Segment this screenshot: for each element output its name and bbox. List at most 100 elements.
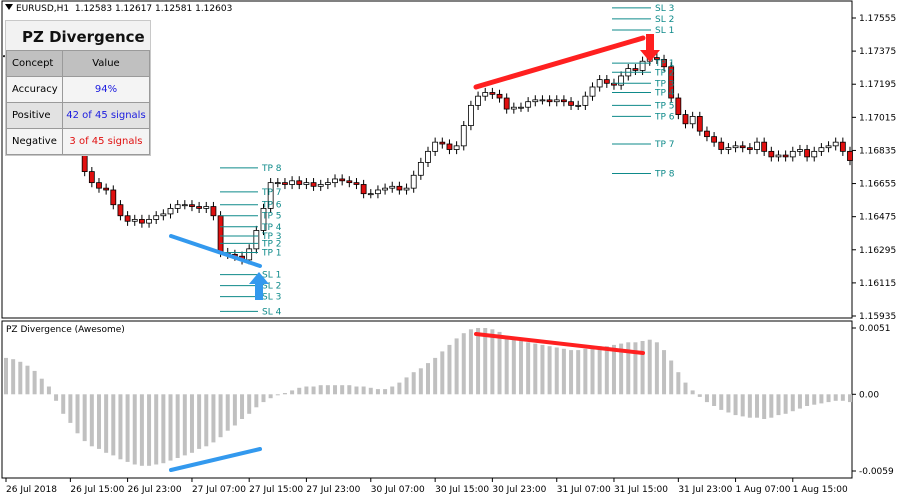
time-axis-label: 26 Jul 15:00 [70, 485, 124, 495]
ao-histogram-bar [147, 394, 152, 466]
bearish-candle [353, 182, 360, 185]
stat-value: 3 of 45 signals [61, 128, 151, 155]
bearish-candle [446, 143, 453, 150]
bullish-candle [639, 60, 646, 71]
bearish-divergence-line [473, 35, 646, 90]
indicator-axis-label: 0.00 [859, 390, 879, 400]
ao-histogram-bar [783, 394, 788, 414]
ao-histogram-bar [740, 394, 745, 417]
bullish-candle [453, 145, 460, 150]
bullish-candle [375, 189, 381, 195]
panel-title: PZ Divergence [22, 28, 145, 46]
ao-histogram-bar [812, 394, 817, 405]
ao-histogram-bar [139, 394, 144, 466]
bullish-candle [260, 207, 267, 231]
indicator-axis-label: 0.0051 [859, 324, 891, 334]
bullish-candle [596, 79, 603, 88]
ao-histogram-bar [75, 394, 80, 434]
ao-histogram-bar [247, 394, 252, 414]
value-header: Value [61, 50, 151, 77]
bearish-candle [653, 57, 660, 60]
bearish-candle [346, 180, 353, 184]
ao-histogram-bar [96, 394, 101, 449]
ao-histogram-bar [368, 387, 373, 395]
tp-level-label: TP 2 [654, 68, 675, 78]
bearish-candle [124, 215, 131, 222]
ao-histogram-bar [433, 357, 438, 395]
time-axis-label: 30 Jul 07:00 [371, 485, 425, 495]
bearish-candle [668, 66, 675, 99]
bearish-candle [711, 136, 718, 143]
bullish-candle [754, 141, 760, 150]
sl-level-label: SL 2 [655, 15, 674, 25]
bullish-candle [382, 187, 388, 191]
indicator-title: PZ Divergence (Awesome) [6, 325, 125, 335]
bullish-candle [425, 150, 431, 163]
bullish-candle [146, 219, 152, 224]
ao-histogram-bar [275, 394, 280, 396]
stats-row-positive: Positive 42 of 45 signals [6, 102, 151, 129]
bearish-candle [110, 189, 117, 206]
ao-histogram-bar [533, 343, 538, 395]
ao-histogram-bar [182, 394, 187, 456]
ao-histogram-bar [390, 386, 395, 395]
ao-histogram-bar [440, 351, 445, 395]
ao-histogram-bar [218, 394, 223, 438]
ao-histogram-bar [662, 350, 667, 395]
bullish-candle [539, 99, 546, 102]
tp-level-label: TP 4 [261, 223, 282, 233]
ao-histogram-bar [611, 344, 616, 395]
tp-level-label: TP 8 [654, 169, 675, 179]
bullish-candle [797, 149, 803, 152]
time-axis-label: 31 Jul 07:00 [557, 485, 611, 495]
bearish-candle [503, 97, 510, 110]
ao-histogram-bar [669, 360, 674, 395]
bearish-candle [675, 97, 682, 115]
concept-header: Concept [6, 50, 63, 77]
bearish-candle [839, 141, 846, 152]
bullish-candle [532, 99, 539, 103]
bullish-candle [417, 162, 424, 176]
ao-histogram-bar [526, 342, 531, 395]
bearish-candle [310, 182, 317, 187]
bullish-candle [289, 180, 296, 185]
ao-histogram-bar [4, 357, 8, 395]
bearish-candle [804, 149, 810, 158]
ao-histogram-bar [561, 348, 566, 395]
ao-histogram-bar [755, 394, 760, 418]
ao-histogram-bar [197, 394, 202, 449]
ao-histogram-bar [211, 394, 216, 443]
ao-histogram-bar [11, 359, 16, 395]
sl-level-label: SL 2 [262, 282, 281, 292]
tp-level-label: TP 6 [261, 201, 282, 211]
ao-histogram-bar [282, 393, 287, 395]
sl-level-label: SL 4 [262, 307, 282, 317]
ao-histogram-bar [333, 385, 338, 395]
bullish-candle [174, 204, 181, 209]
ao-histogram-bar [726, 394, 731, 413]
bearish-candle [568, 101, 574, 106]
ao-histogram-bar [340, 385, 345, 395]
ao-histogram-bar [461, 333, 466, 395]
tp-level-label: TP 8 [261, 164, 282, 174]
ao-histogram-bar [554, 347, 559, 395]
bullish-candle [332, 178, 338, 184]
bullish-oscillator-divergence-line [169, 447, 262, 472]
bearish-candle [560, 99, 567, 103]
ao-histogram-bar [297, 387, 302, 395]
dropdown-triangle-icon[interactable] [5, 4, 13, 10]
bullish-candle [303, 182, 310, 185]
bullish-candle [267, 182, 274, 209]
bullish-candle [317, 184, 324, 187]
ao-histogram-bar [476, 328, 481, 395]
bullish-candle [389, 185, 396, 189]
bullish-candle [367, 193, 374, 196]
bullish-candle [510, 106, 517, 110]
bullish-candle [553, 99, 560, 103]
bearish-candle [632, 68, 639, 71]
bullish-candle [789, 150, 796, 158]
time-axis-label: 27 Jul 15:00 [249, 485, 303, 495]
ao-histogram-bar [254, 394, 259, 408]
time-axis-label: 26 Jul 2018 [6, 485, 57, 495]
